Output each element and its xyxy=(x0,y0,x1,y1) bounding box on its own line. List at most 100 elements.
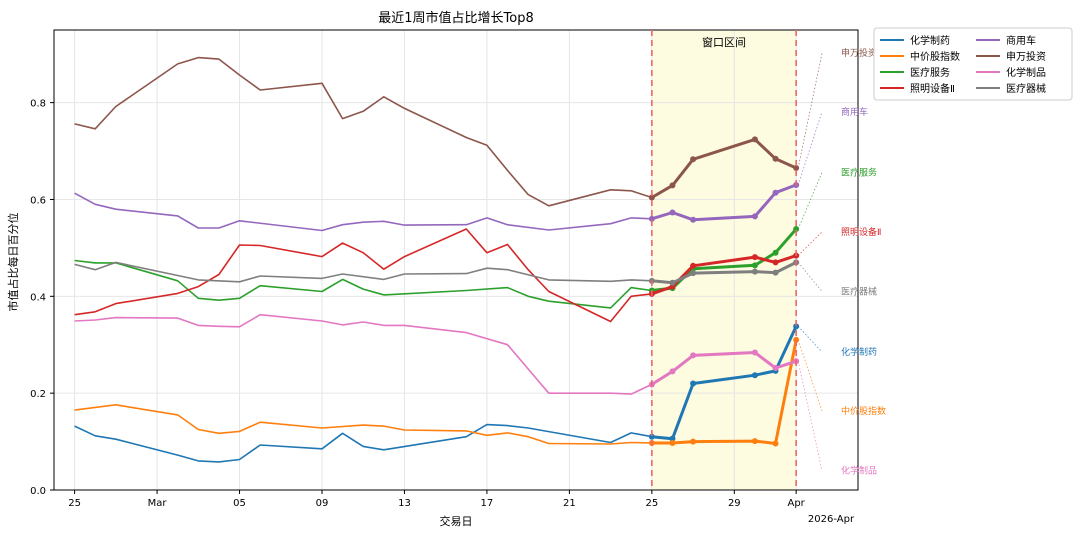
legend-label: 医疗服务 xyxy=(910,66,950,79)
window-label: 窗口区间 xyxy=(702,35,746,49)
series-point xyxy=(772,189,779,196)
series-point xyxy=(690,352,697,359)
series-point xyxy=(669,435,676,442)
end-label: 照明设备Ⅱ xyxy=(841,226,881,238)
y-axis-label: 市值占比每日百分位 xyxy=(6,213,20,312)
series-point xyxy=(648,433,655,440)
series-point xyxy=(669,209,676,216)
series-point xyxy=(793,226,800,233)
end-label-leader xyxy=(797,231,823,256)
series-point xyxy=(772,155,779,162)
series-line xyxy=(74,404,652,445)
x-tick-label: 13 xyxy=(398,498,411,509)
series-point xyxy=(793,165,800,171)
series-line-window xyxy=(651,339,798,445)
series-point xyxy=(751,213,758,220)
series-point xyxy=(690,380,697,387)
axes-frame xyxy=(53,29,859,491)
x-tick-label: 25 xyxy=(68,498,81,509)
end-label: 医疗服务 xyxy=(841,166,877,178)
chart-title: 最近1周市值占比增长Top8 xyxy=(378,10,533,26)
y-tick-label: 0.6 xyxy=(30,195,46,206)
series-point xyxy=(772,269,779,276)
series-point xyxy=(751,136,758,143)
y-tick-label: 0.0 xyxy=(30,486,46,497)
x-tick-label: Apr xyxy=(787,498,805,509)
legend-box xyxy=(873,27,1073,101)
x-axis-year-label: 2026-Apr xyxy=(808,514,855,525)
series-line xyxy=(74,261,652,283)
series-line xyxy=(74,192,652,232)
legend-label: 商用车 xyxy=(1006,34,1036,47)
end-label-leader xyxy=(797,172,823,230)
legend-label: 化学制药 xyxy=(910,34,950,47)
series-point xyxy=(690,438,697,445)
series-point xyxy=(690,156,697,163)
series-point xyxy=(669,440,676,447)
end-label-leader xyxy=(797,361,823,471)
series-line-window xyxy=(651,261,797,285)
series-point xyxy=(793,323,800,330)
end-label-leader xyxy=(797,339,823,412)
series-point xyxy=(648,215,655,222)
series-point xyxy=(669,182,676,189)
series-point xyxy=(690,216,697,223)
series-point xyxy=(669,279,676,286)
x-tick-label: 09 xyxy=(316,498,329,509)
plot-area: 25 Mar 05 09 13 17 21 25 29 Apr 0.0 0.2 0.4 0.6 0.8 窗口区… xyxy=(30,29,886,509)
series-line xyxy=(74,423,652,463)
series-point xyxy=(772,364,779,371)
series-line xyxy=(74,313,653,395)
y-tick-label: 0.8 xyxy=(30,99,46,110)
y-tick-label: 0.4 xyxy=(30,292,46,303)
end-label-leader xyxy=(797,262,823,292)
x-axis-label: 交易日 xyxy=(440,514,473,528)
end-label-leader xyxy=(797,53,823,169)
end-label: 化学制药 xyxy=(841,346,877,358)
series-line xyxy=(74,228,652,323)
series-point xyxy=(772,259,779,266)
series-point xyxy=(690,262,697,269)
end-label: 中价股指数 xyxy=(841,405,886,417)
series-point xyxy=(793,336,800,343)
x-tick-label: 17 xyxy=(481,498,494,509)
end-label: 化学制品 xyxy=(841,465,877,477)
series-line-window xyxy=(651,351,797,386)
series-line-window xyxy=(651,325,798,441)
legend-label: 申万投资 xyxy=(1006,50,1046,63)
series-point xyxy=(690,270,697,277)
legend-label: 照明设备Ⅱ xyxy=(910,82,955,95)
end-label: 商用车 xyxy=(841,106,868,118)
end-label: 医疗器械 xyxy=(841,285,877,297)
x-tick-label: Mar xyxy=(148,498,168,509)
series-point xyxy=(751,438,758,445)
series-point xyxy=(751,254,758,261)
legend-label: 化学制品 xyxy=(1006,66,1046,79)
x-tick-label: 05 xyxy=(233,498,246,509)
series-line-window xyxy=(651,183,797,222)
series-point xyxy=(751,372,758,379)
end-label: 申万投资 xyxy=(841,47,877,59)
series-point xyxy=(751,268,758,275)
y-tick-label: 0.2 xyxy=(30,389,46,400)
series-line-window xyxy=(651,137,797,199)
x-tick-label: 29 xyxy=(728,498,741,509)
legend-label: 医疗器械 xyxy=(1006,82,1046,95)
series-point xyxy=(772,249,779,256)
series-point xyxy=(648,194,655,201)
series-point xyxy=(669,368,676,375)
series-point xyxy=(751,262,758,269)
end-label-leader xyxy=(797,111,823,186)
x-tick-label: 25 xyxy=(645,498,658,509)
series-point xyxy=(751,349,758,356)
legend-label: 中价股指数 xyxy=(910,50,960,63)
end-label-leader xyxy=(797,326,823,353)
series-line xyxy=(74,259,652,309)
series-line xyxy=(74,56,653,207)
series-line-window xyxy=(651,254,797,296)
x-tick-label: 21 xyxy=(563,498,576,509)
series-point xyxy=(772,440,779,447)
